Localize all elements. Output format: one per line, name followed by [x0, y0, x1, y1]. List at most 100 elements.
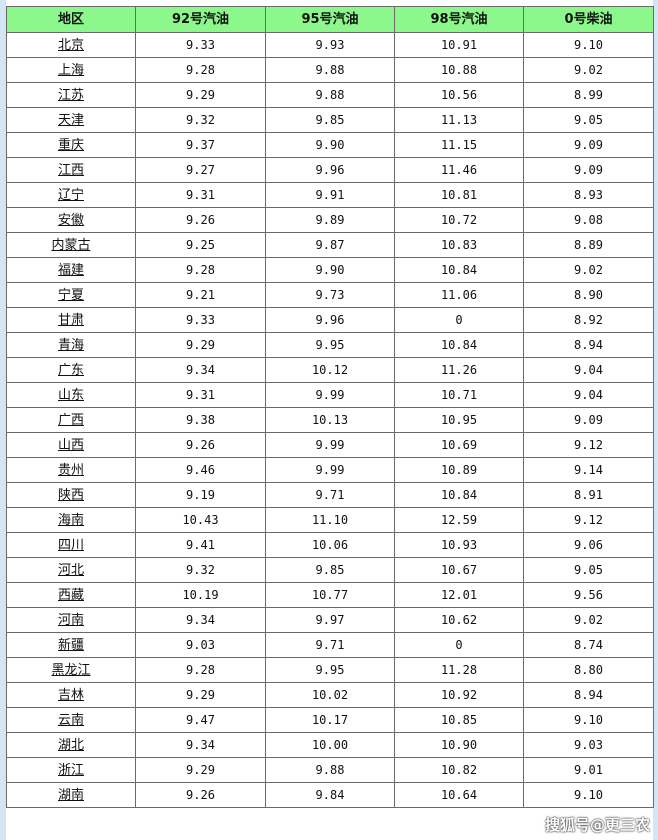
- region-link[interactable]: 湖南: [57, 787, 84, 803]
- price-cell: 10.92: [394, 682, 524, 708]
- table-row: 广东 9.34 10.12 11.26 9.04: [6, 357, 654, 383]
- price-cell: 10.88: [394, 57, 524, 83]
- price-cell: 10.64: [394, 782, 524, 808]
- price-cell: 12.01: [394, 582, 524, 608]
- region-link[interactable]: 黑龙江: [51, 662, 91, 678]
- price-cell: 0: [394, 307, 524, 333]
- price-cell: 10.84: [394, 257, 524, 283]
- table-row: 江西 9.27 9.96 11.46 9.09: [6, 157, 654, 183]
- column-header: 92号汽油: [135, 6, 266, 33]
- region-cell: 新疆: [6, 632, 136, 658]
- table-row: 陕西 9.19 9.71 10.84 8.91: [6, 482, 654, 508]
- region-link[interactable]: 山西: [57, 437, 84, 453]
- region-link[interactable]: 吉林: [57, 687, 84, 703]
- region-link[interactable]: 青海: [57, 337, 84, 353]
- region-link[interactable]: 福建: [57, 262, 84, 278]
- price-cell: 9.96: [265, 157, 395, 183]
- region-link[interactable]: 海南: [57, 512, 84, 528]
- price-cell: 10.06: [265, 532, 395, 558]
- price-cell: 10.56: [394, 82, 524, 108]
- price-cell: 10.90: [394, 732, 524, 758]
- region-cell: 河北: [6, 557, 136, 583]
- price-cell: 9.71: [265, 482, 395, 508]
- price-cell: 9.37: [135, 132, 266, 158]
- region-cell: 湖南: [6, 782, 136, 808]
- price-cell: 9.09: [523, 407, 654, 433]
- region-link[interactable]: 陕西: [57, 487, 84, 503]
- price-cell: 9.28: [135, 57, 266, 83]
- price-cell: 9.95: [265, 332, 395, 358]
- region-link[interactable]: 四川: [57, 537, 84, 553]
- region-link[interactable]: 宁夏: [57, 287, 84, 303]
- price-cell: 9.29: [135, 682, 266, 708]
- table-row: 湖南 9.26 9.84 10.64 9.10: [6, 782, 654, 808]
- table-row: 山东 9.31 9.99 10.71 9.04: [6, 382, 654, 408]
- price-cell: 10.84: [394, 482, 524, 508]
- region-cell: 辽宁: [6, 182, 136, 208]
- region-cell: 宁夏: [6, 282, 136, 308]
- price-cell: 9.34: [135, 732, 266, 758]
- table-row: 吉林 9.29 10.02 10.92 8.94: [6, 682, 654, 708]
- price-cell: 9.29: [135, 82, 266, 108]
- price-cell: 10.77: [265, 582, 395, 608]
- region-cell: 安徽: [6, 207, 136, 233]
- table-row: 云南 9.47 10.17 10.85 9.10: [6, 707, 654, 733]
- table-row: 青海 9.29 9.95 10.84 8.94: [6, 332, 654, 358]
- region-cell: 甘肃: [6, 307, 136, 333]
- price-cell: 10.83: [394, 232, 524, 258]
- price-cell: 9.88: [265, 757, 395, 783]
- region-cell: 福建: [6, 257, 136, 283]
- price-cell: 9.90: [265, 132, 395, 158]
- region-cell: 湖北: [6, 732, 136, 758]
- region-link[interactable]: 天津: [57, 112, 84, 128]
- region-link[interactable]: 广西: [57, 412, 84, 428]
- table-row: 辽宁 9.31 9.91 10.81 8.93: [6, 182, 654, 208]
- region-link[interactable]: 重庆: [57, 137, 84, 153]
- price-cell: 9.41: [135, 532, 266, 558]
- table-row: 宁夏 9.21 9.73 11.06 8.90: [6, 282, 654, 308]
- region-link[interactable]: 上海: [57, 62, 84, 78]
- price-cell: 9.25: [135, 232, 266, 258]
- region-link[interactable]: 新疆: [57, 637, 84, 653]
- price-cell: 9.32: [135, 557, 266, 583]
- price-cell: 9.12: [523, 507, 654, 533]
- table-row: 河北 9.32 9.85 10.67 9.05: [6, 557, 654, 583]
- price-cell: 10.89: [394, 457, 524, 483]
- region-link[interactable]: 云南: [57, 712, 84, 728]
- column-header: 95号汽油: [265, 6, 395, 33]
- price-cell: 8.92: [523, 307, 654, 333]
- region-link[interactable]: 内蒙古: [51, 237, 91, 253]
- price-cell: 9.73: [265, 282, 395, 308]
- region-link[interactable]: 江苏: [57, 87, 84, 103]
- region-link[interactable]: 西藏: [57, 587, 84, 603]
- column-header: 98号汽油: [394, 6, 524, 33]
- region-link[interactable]: 河北: [57, 562, 84, 578]
- region-link[interactable]: 广东: [57, 362, 84, 378]
- table-row: 黑龙江 9.28 9.95 11.28 8.80: [6, 657, 654, 683]
- table-row: 天津 9.32 9.85 11.13 9.05: [6, 107, 654, 133]
- region-link[interactable]: 贵州: [57, 462, 84, 478]
- region-link[interactable]: 浙江: [57, 762, 84, 778]
- region-link[interactable]: 甘肃: [57, 312, 84, 328]
- region-link[interactable]: 北京: [57, 37, 84, 53]
- price-cell: 10.12: [265, 357, 395, 383]
- region-cell: 黑龙江: [6, 657, 136, 683]
- region-link[interactable]: 安徽: [57, 212, 84, 228]
- region-cell: 内蒙古: [6, 232, 136, 258]
- price-cell: 11.13: [394, 107, 524, 133]
- region-link[interactable]: 湖北: [57, 737, 84, 753]
- price-cell: 10.93: [394, 532, 524, 558]
- region-cell: 广东: [6, 357, 136, 383]
- region-link[interactable]: 山东: [57, 387, 84, 403]
- price-cell: 9.02: [523, 57, 654, 83]
- price-cell: 9.10: [523, 32, 654, 58]
- region-link[interactable]: 江西: [57, 162, 84, 178]
- region-link[interactable]: 辽宁: [57, 187, 84, 203]
- price-cell: 9.10: [523, 707, 654, 733]
- price-cell: 10.82: [394, 757, 524, 783]
- region-link[interactable]: 河南: [57, 612, 84, 628]
- region-cell: 山东: [6, 382, 136, 408]
- table-row: 甘肃 9.33 9.96 0 8.92: [6, 307, 654, 333]
- price-cell: 10.91: [394, 32, 524, 58]
- region-cell: 江苏: [6, 82, 136, 108]
